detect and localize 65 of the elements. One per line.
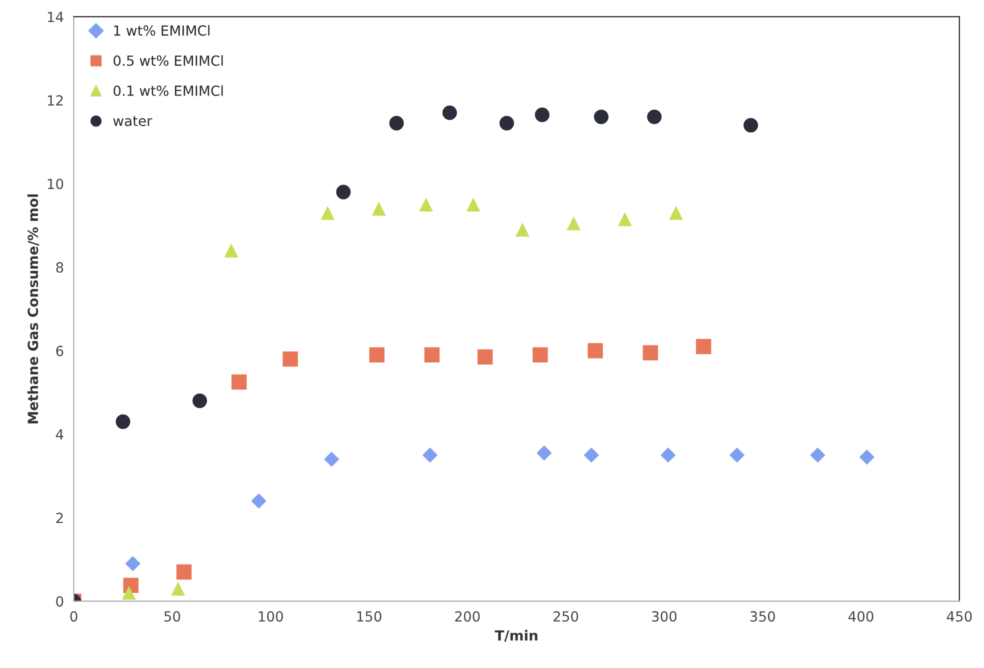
point [642,345,658,360]
legend-label: 1 wt% EMIMCl [114,25,210,36]
legend-label: 0.1 wt% EMIMCl [114,85,223,96]
point [224,244,238,258]
legend-label: 0.5 wt% EMIMCl [114,55,223,66]
x-tick-label: 200 [455,611,480,622]
point [389,116,404,130]
x-axis-title: T/min [494,630,538,642]
point [282,351,298,367]
x-tick-label: 50 [164,611,180,622]
x-tick-label: 400 [848,611,874,622]
point [369,347,384,362]
point [232,374,247,390]
point [859,450,875,465]
point [810,447,826,463]
point [647,110,662,124]
point [532,347,548,362]
point [171,582,186,596]
point [336,184,351,200]
point [251,493,266,509]
point [176,564,192,580]
point [588,343,603,358]
point [669,206,683,220]
x-tick-label: 0 [70,611,78,622]
point [696,338,712,354]
x-tick-label: 350 [750,611,775,622]
y-tick-label: 14 [48,12,64,22]
point [499,116,514,130]
point [122,586,136,600]
point [192,394,208,408]
x-tick-label: 100 [258,611,283,622]
point [729,447,745,463]
point [422,447,438,463]
y-tick-label: 10 [48,178,64,190]
point [584,447,599,463]
x-tick-label: 250 [554,611,578,622]
point [424,347,440,362]
x-tick-label: 300 [652,611,677,622]
point [516,222,530,237]
y-tick-label: 12 [48,95,63,106]
y-axis-title: Methane Gas Consume/% mol [27,194,40,424]
y-tick-label: 4 [56,429,64,440]
point [442,105,457,120]
x-tick-label: 450 [946,611,972,622]
point [324,452,340,467]
point [534,108,550,122]
point [116,414,130,429]
point [744,118,758,133]
x-tick-label: 150 [357,611,382,622]
point [594,110,609,124]
point [466,198,480,212]
point [320,206,335,220]
y-tick-label: 0 [56,596,64,607]
point [125,556,140,572]
point [618,212,632,226]
point [660,447,676,463]
y-tick-label: 2 [56,512,63,523]
point [566,216,581,230]
y-tick-label: 6 [56,346,64,356]
point [536,445,552,461]
point [372,202,386,216]
point [419,198,434,212]
legend-label: water [113,116,152,126]
y-tick-label: 8 [56,262,64,273]
point [478,349,493,365]
